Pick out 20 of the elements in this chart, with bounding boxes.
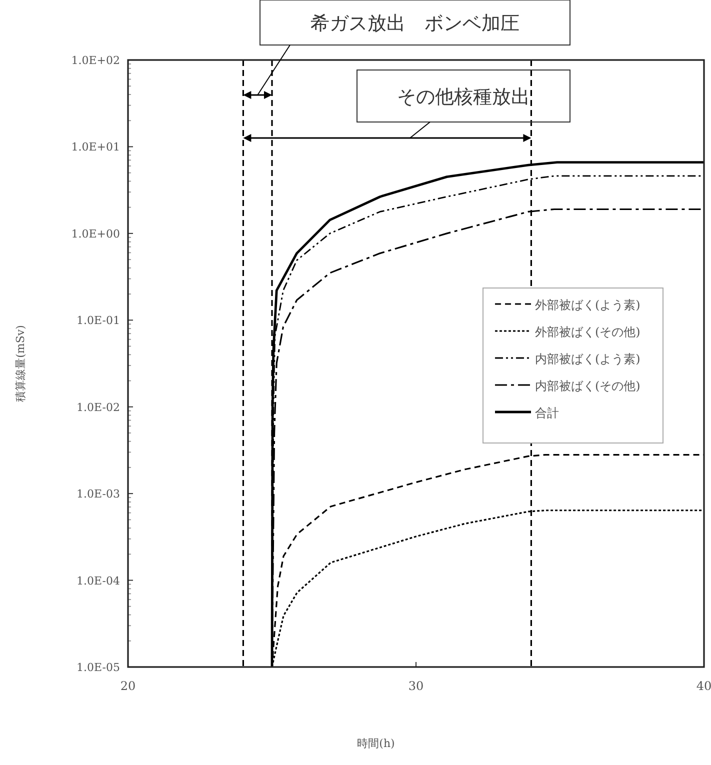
x-tick-label: 20 <box>120 679 136 693</box>
legend-label: 外部被ばく(よう素) <box>535 298 640 312</box>
y-tick-label: 1.0E-04 <box>76 574 120 588</box>
legend-label: 合計 <box>535 406 559 420</box>
y-tick-label: 1.0E-05 <box>76 661 120 674</box>
legend-label: 内部被ばく(その他) <box>535 379 640 393</box>
y-tick-label: 1.0E-02 <box>76 400 120 414</box>
y-tick-label: 1.0E-01 <box>76 314 120 328</box>
legend-label: 内部被ばく(よう素) <box>535 352 640 366</box>
x-tick-label: 30 <box>408 679 424 693</box>
y-axis-title: 積算線量(mSv) <box>14 325 27 402</box>
x-tick-label: 40 <box>696 679 711 693</box>
y-tick-label: 1.0E+02 <box>71 54 120 67</box>
y-tick-label: 1.0E+01 <box>71 140 120 154</box>
x-axis-title: 時間(h) <box>357 737 395 750</box>
y-tick-label: 1.0E+00 <box>71 227 120 240</box>
y-tick-label: 1.0E-03 <box>76 488 120 501</box>
text: 希ガス放出 ボンベ加圧 <box>310 12 520 34</box>
legend-label: 外部被ばく(その他) <box>535 325 640 339</box>
annotation: その他核種放出 <box>397 86 530 108</box>
